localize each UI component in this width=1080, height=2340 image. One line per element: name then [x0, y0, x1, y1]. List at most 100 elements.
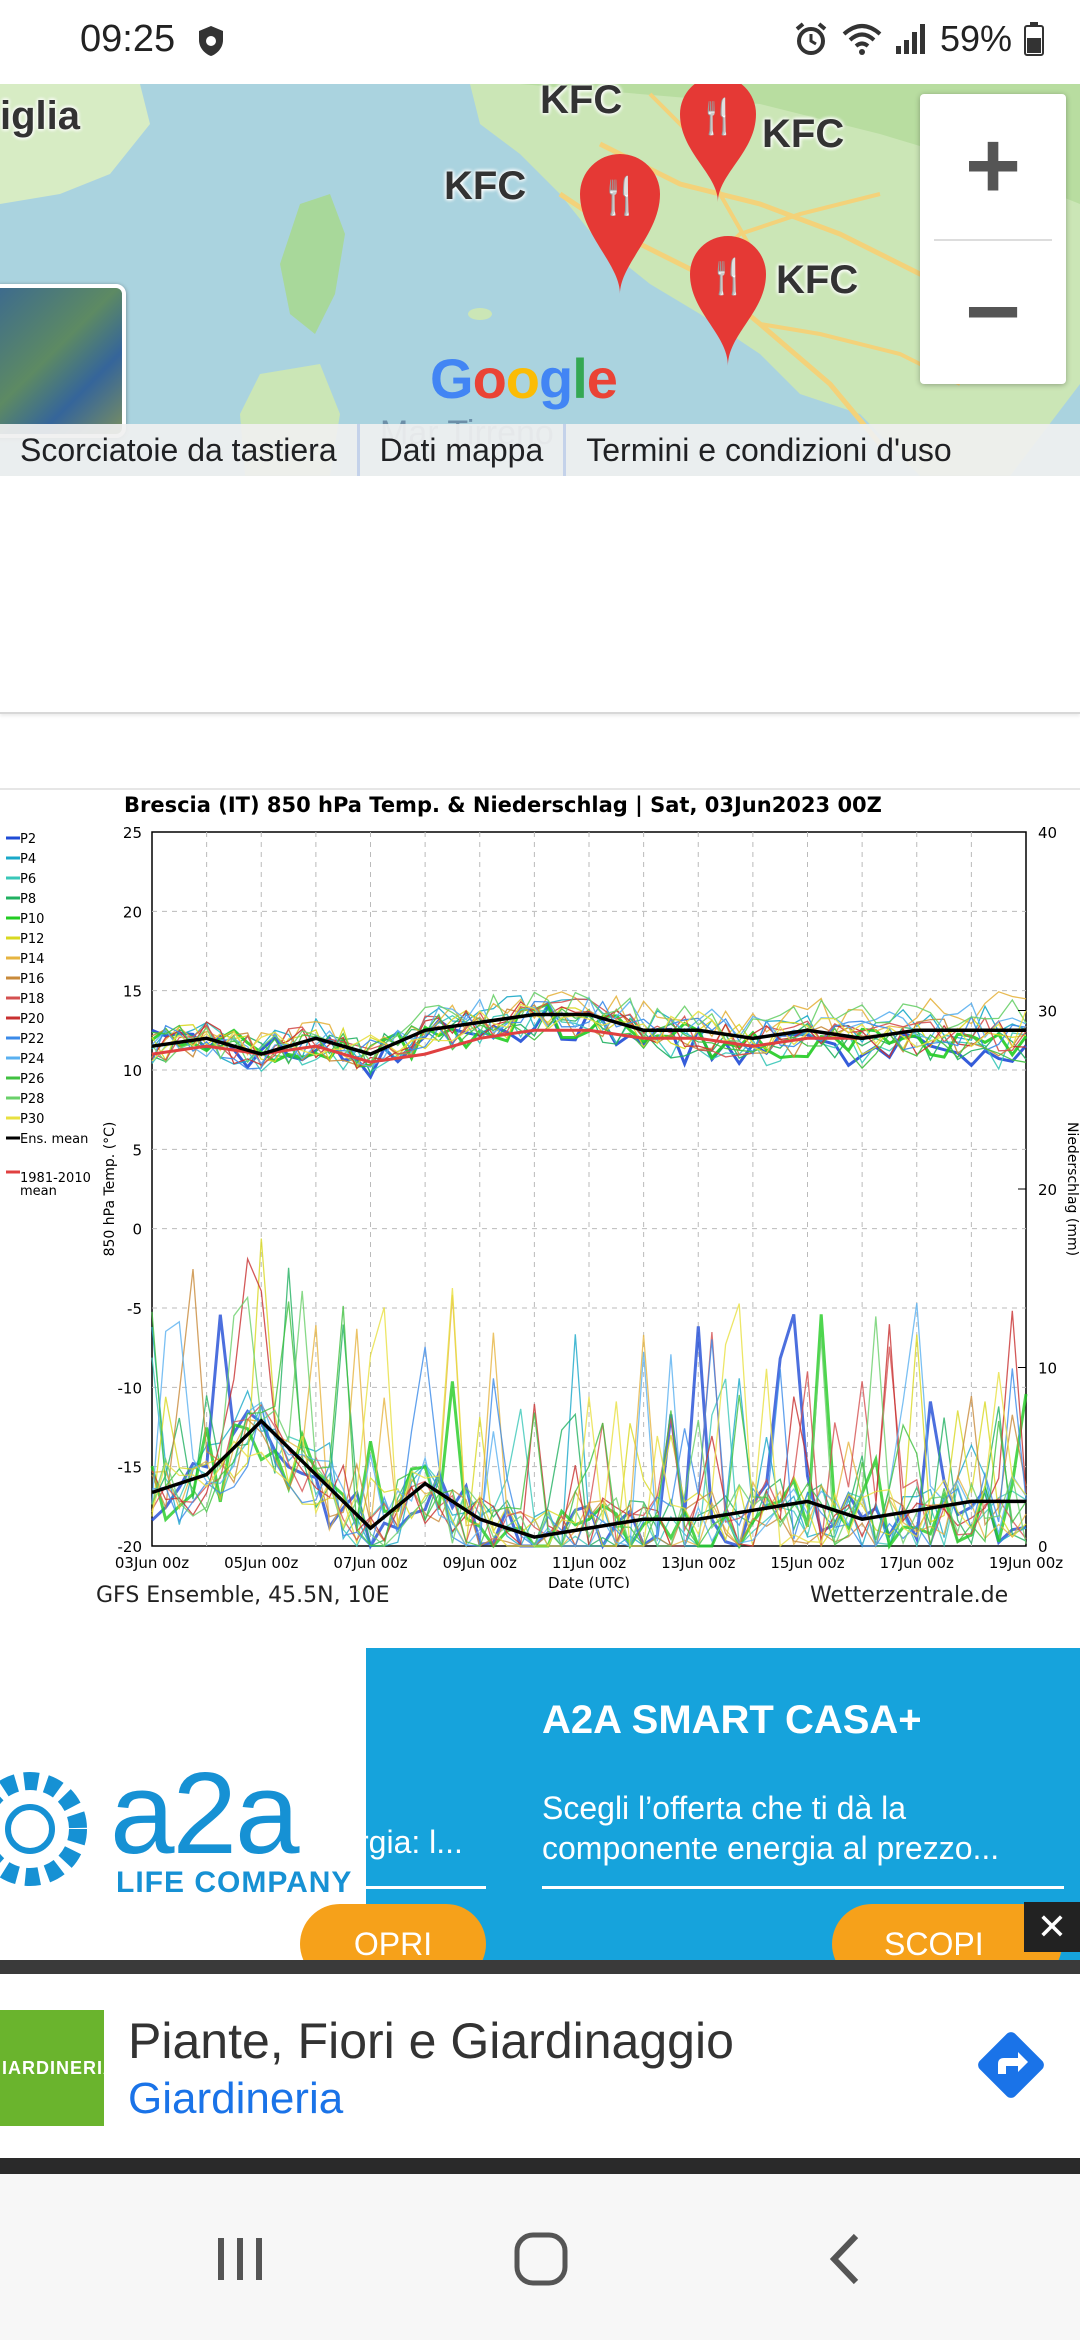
temp-line-p28 [151, 991, 1027, 1064]
precip-line-p26 [151, 1301, 1027, 1548]
x-tick-label: 05Jun 00z [224, 1554, 298, 1572]
legend-label: P4 [20, 852, 36, 867]
y2-tick-label: 40 [1038, 824, 1057, 842]
x-tick-label: 13Jun 00z [661, 1554, 735, 1572]
legend-label: P10 [20, 912, 44, 927]
precip-line-p28 [151, 1290, 1027, 1549]
ad-partial-text: rgia: l... [358, 1824, 463, 1860]
zoom-in-button[interactable]: + [964, 112, 1022, 219]
y-tick-label: -15 [118, 1459, 143, 1477]
map-pin-label: KFC [762, 112, 845, 156]
y-tick-label: 15 [123, 983, 142, 1001]
x-tick-label: 11Jun 00z [552, 1554, 626, 1572]
y2-axis-label: Niederschlag (mm) [1064, 1122, 1080, 1256]
home-icon[interactable] [512, 2230, 570, 2288]
legend-label: P18 [20, 992, 44, 1007]
keyboard-shortcuts-link[interactable]: Scorciatoie da tastiera [0, 424, 360, 476]
x-tick-label: 15Jun 00z [770, 1554, 844, 1572]
zoom-controls: + − [920, 94, 1066, 384]
legend-label: P6 [20, 872, 36, 887]
svg-text:🍴: 🍴 [598, 175, 643, 217]
banner-ad-giardineria[interactable]: GIARDINERIA Piante, Fiori e Giardinaggio… [0, 1974, 1080, 2156]
chart-title: Brescia (IT) 850 hPa Temp. & Niederschla… [124, 793, 882, 817]
precip-line-p30 [151, 1288, 1027, 1548]
temp-line-p24 [151, 995, 1027, 1068]
ad-brand-name: a2a [110, 1748, 300, 1878]
ad-cta-button[interactable]: SCOPI [832, 1904, 1062, 1960]
legend-label: P12 [20, 932, 44, 947]
chart-source-label: GFS Ensemble, 45.5N, 10E [96, 1583, 390, 1608]
status-time: 09:25 [80, 18, 176, 60]
banner-ad-a2a[interactable]: a2a LIFE COMPANY rgia: l... A2A SMART CA… [0, 1648, 1080, 1960]
ad-brand-tagline: LIFE COMPANY [116, 1866, 353, 1899]
map-pin[interactable]: 🍴 [680, 84, 756, 202]
empty-card [0, 476, 1080, 714]
y-tick-label: -5 [127, 1300, 142, 1318]
y-tick-label: 5 [132, 1141, 142, 1159]
status-bar: 09:25 59% [0, 0, 1080, 84]
alarm-icon [795, 22, 827, 55]
ad-separator [0, 2158, 1080, 2174]
wifi-icon [842, 24, 882, 55]
map-pin-label: KFC [776, 258, 859, 302]
ens-mean-temp-line [151, 1012, 1026, 1056]
map-pin-label: KFC [444, 164, 527, 208]
ens-mean-precip-line [151, 1418, 1026, 1539]
legend-label: P16 [20, 972, 44, 987]
x-tick-label: 17Jun 00z [880, 1554, 954, 1572]
ad-advertiser: Giardineria [128, 2074, 344, 2123]
svg-text:🍴: 🍴 [697, 97, 739, 137]
map-attribution-bar: Scorciatoie da tastiera Dati mappa Termi… [0, 424, 1080, 476]
recent-apps-icon[interactable] [214, 2234, 266, 2284]
map-region-label: iglia [0, 94, 81, 138]
x-tick-label: 09Jun 00z [443, 1554, 517, 1572]
precip-line-p16 [151, 1269, 1027, 1548]
x-tick-label: 03Jun 00z [115, 1554, 189, 1572]
satellite-layer-toggle[interactable] [0, 284, 126, 438]
close-ad-button[interactable]: ✕ [1024, 1902, 1080, 1952]
x-axis-label: Date (UTC) [548, 1574, 630, 1588]
map-pin[interactable]: 🍴 [690, 236, 766, 366]
directions-arrow-icon[interactable] [968, 2022, 1054, 2108]
ad-title: Piante, Fiori e Giardinaggio [128, 2013, 734, 2069]
legend-label: P26 [20, 1072, 44, 1087]
y-tick-label: 0 [132, 1221, 142, 1239]
legend-label: 1981-2010 [20, 1171, 91, 1186]
y-tick-label: 25 [123, 824, 142, 842]
status-icons: 59% [792, 18, 1044, 60]
temp-line-p8 [151, 1007, 1027, 1076]
temp-line-p20 [151, 1000, 1027, 1070]
legend-label: P24 [20, 1052, 44, 1067]
system-nav-bar [0, 2174, 1080, 2340]
map-pin[interactable]: 🍴 [580, 154, 660, 294]
legend-label: mean [20, 1184, 57, 1199]
ad-logo-panel: a2a LIFE COMPANY [0, 1648, 366, 1960]
ad-cta-button[interactable]: OPRI [300, 1904, 486, 1960]
legend-label: P8 [20, 892, 36, 907]
legend-label: P14 [20, 952, 44, 967]
svg-text:🍴: 🍴 [707, 257, 749, 297]
y-axis-label: 850 hPa Temp. (°C) [102, 1122, 118, 1257]
zoom-out-button[interactable]: − [964, 258, 1022, 365]
map-data-link[interactable]: Dati mappa [360, 424, 567, 476]
ad-title: A2A SMART CASA+ [542, 1698, 922, 1742]
terms-link[interactable]: Termini e condizioni d'uso [586, 432, 952, 468]
battery-icon [1024, 22, 1044, 56]
ad-divider [366, 1886, 486, 1889]
map-pin-label: KFC [540, 84, 623, 122]
signal-icon [895, 24, 925, 54]
ad-divider [542, 1886, 1064, 1889]
y-tick-label: 10 [123, 1062, 142, 1080]
chart-credit-label: Wetterzentrale.de [810, 1583, 1009, 1608]
temp-line-p14 [151, 991, 1027, 1065]
back-icon[interactable] [824, 2232, 864, 2286]
y-tick-label: -20 [118, 1538, 143, 1556]
google-logo: Google [430, 347, 618, 410]
legend-label: P30 [20, 1112, 44, 1127]
map-view[interactable]: 🍴 🍴 🍴 iglia KFC KFC KFC KFC Google Mar T… [0, 84, 1080, 476]
battery-percent: 59% [939, 18, 1012, 59]
y2-tick-label: 0 [1038, 1538, 1048, 1556]
ad-description: Scegli l’offerta che ti dà la componente… [542, 1790, 1000, 1866]
legend-label: Ens. mean [20, 1132, 88, 1147]
x-tick-label: 07Jun 00z [333, 1554, 407, 1572]
